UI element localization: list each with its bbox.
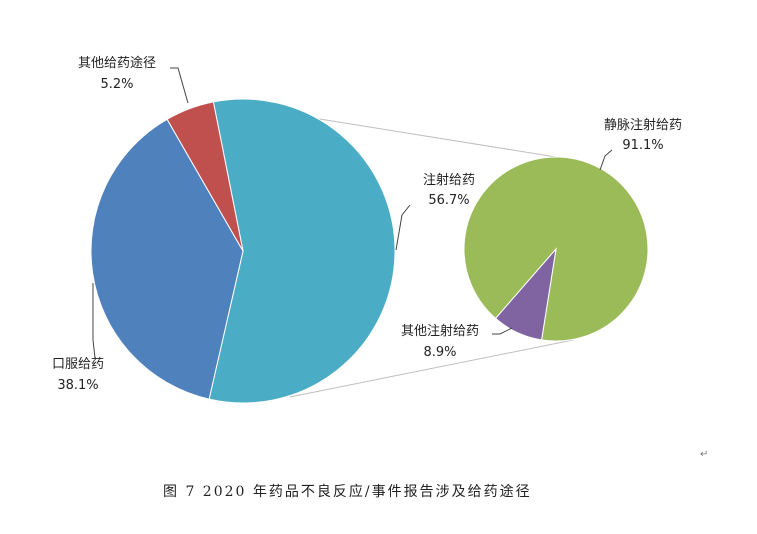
- leader-line-other-injection: [492, 327, 513, 335]
- slice-oral: [90, 118, 244, 400]
- value-oral: 38.1%: [57, 378, 98, 393]
- leader-line-other-routes: [170, 67, 189, 104]
- label-other-injection: 其他注射给药: [401, 323, 479, 339]
- paragraph-mark: ↵: [700, 449, 708, 460]
- leader-line-oral: [92, 283, 96, 359]
- value-injection: 56.7%: [428, 193, 469, 208]
- connector-line-bottom: [289, 339, 574, 398]
- leader-line-injection: [395, 204, 411, 251]
- slice-injection: [208, 98, 396, 404]
- label-iv: 静脉注射给药: [604, 117, 682, 133]
- leader-line-iv: [599, 149, 613, 171]
- figure-caption: 图 7 2020 年药品不良反应/事件报告涉及给药途径: [163, 483, 532, 500]
- label-oral: 口服给药: [52, 357, 104, 372]
- value-other-routes: 5.2%: [100, 77, 133, 92]
- slice-other-routes: [166, 101, 244, 252]
- value-iv: 91.1%: [622, 138, 663, 153]
- value-other-injection: 8.9%: [423, 345, 456, 360]
- label-injection: 注射给药: [423, 172, 475, 188]
- label-other-routes: 其他给药途径: [78, 55, 156, 71]
- slice-other-injection: [494, 247, 557, 341]
